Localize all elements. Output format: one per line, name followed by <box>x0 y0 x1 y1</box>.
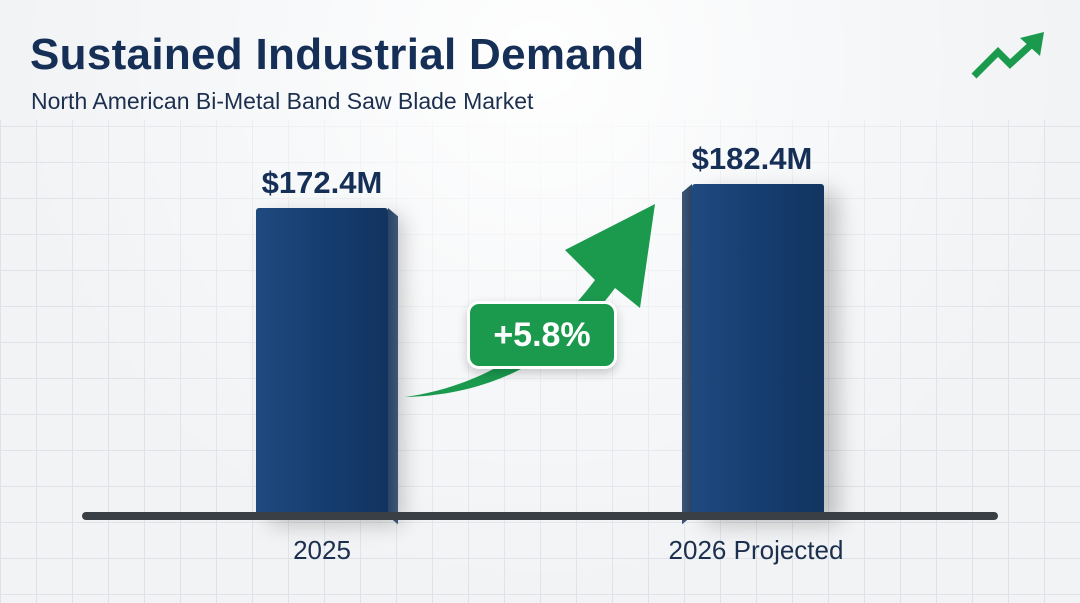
growth-arrow-icon <box>405 204 655 397</box>
chart-subtitle: North American Bi-Metal Band Saw Blade M… <box>31 88 534 114</box>
category-label-2026-projected: 2026 Projected <box>668 535 844 565</box>
bar-2026-projected <box>692 184 824 516</box>
bar-value-label-2025: $172.4M <box>261 165 383 200</box>
category-label-2025: 2025 <box>293 535 351 565</box>
trending-up-arrow-icon <box>971 32 1044 79</box>
x-axis-line <box>82 512 998 520</box>
bar-value-label-2026: $182.4M <box>691 141 813 176</box>
bar-2025 <box>256 208 388 516</box>
growth-badge: +5.8% <box>467 301 617 369</box>
chart-title: Sustained Industrial Demand <box>30 30 645 79</box>
